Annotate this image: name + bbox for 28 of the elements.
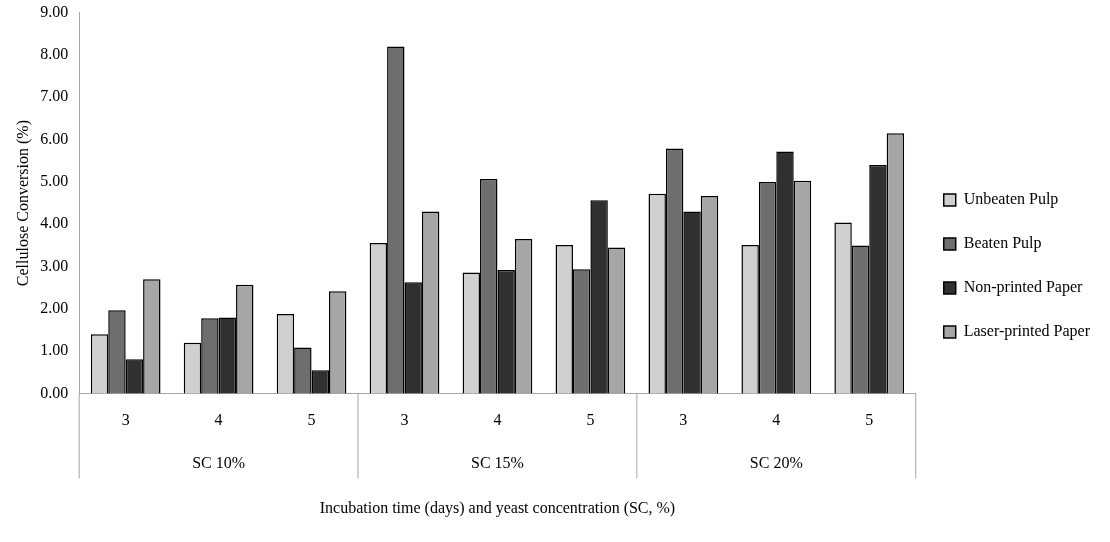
y-tick-label: 2.00 [40, 299, 69, 317]
y-tick-label: 0.00 [40, 383, 69, 401]
x-tick-label: 4 [493, 411, 502, 429]
x-axis-title: Incubation time (days) and yeast concentration (SC, %) [319, 498, 676, 517]
y-tick-label: 7.00 [40, 87, 69, 105]
legend-label: Unbeaten Pulp [963, 190, 1059, 209]
y-tick-label: 5.00 [40, 172, 69, 190]
y-tick-label: 8.00 [40, 45, 69, 63]
x-tick-label: 3 [400, 411, 409, 429]
x-tick-label: 3 [121, 411, 130, 429]
x-tick-label: 5 [865, 411, 874, 429]
x-tick-label: 5 [307, 411, 316, 429]
legend-label: Laser-printed Paper [963, 322, 1091, 341]
x-tick-label: 4 [214, 411, 223, 429]
y-tick-label: 6.00 [40, 129, 69, 147]
y-axis-title: Cellulose Conversion (%) [13, 120, 32, 287]
text: SC 20% [749, 453, 803, 471]
text: SC 10% [192, 453, 246, 471]
x-tick-label: 4 [772, 411, 781, 429]
legend-label: Beaten Pulp [963, 234, 1042, 253]
x-tick-label: 5 [586, 411, 595, 429]
y-tick-label: 9.00 [40, 2, 69, 20]
legend-label: Non-printed Paper [963, 278, 1084, 297]
y-tick-label: 1.00 [40, 341, 69, 359]
y-tick-label: 4.00 [40, 214, 69, 232]
y-tick-label: 3.00 [40, 256, 69, 274]
text: SC 15% [471, 453, 524, 471]
x-tick-label: 3 [679, 411, 688, 429]
